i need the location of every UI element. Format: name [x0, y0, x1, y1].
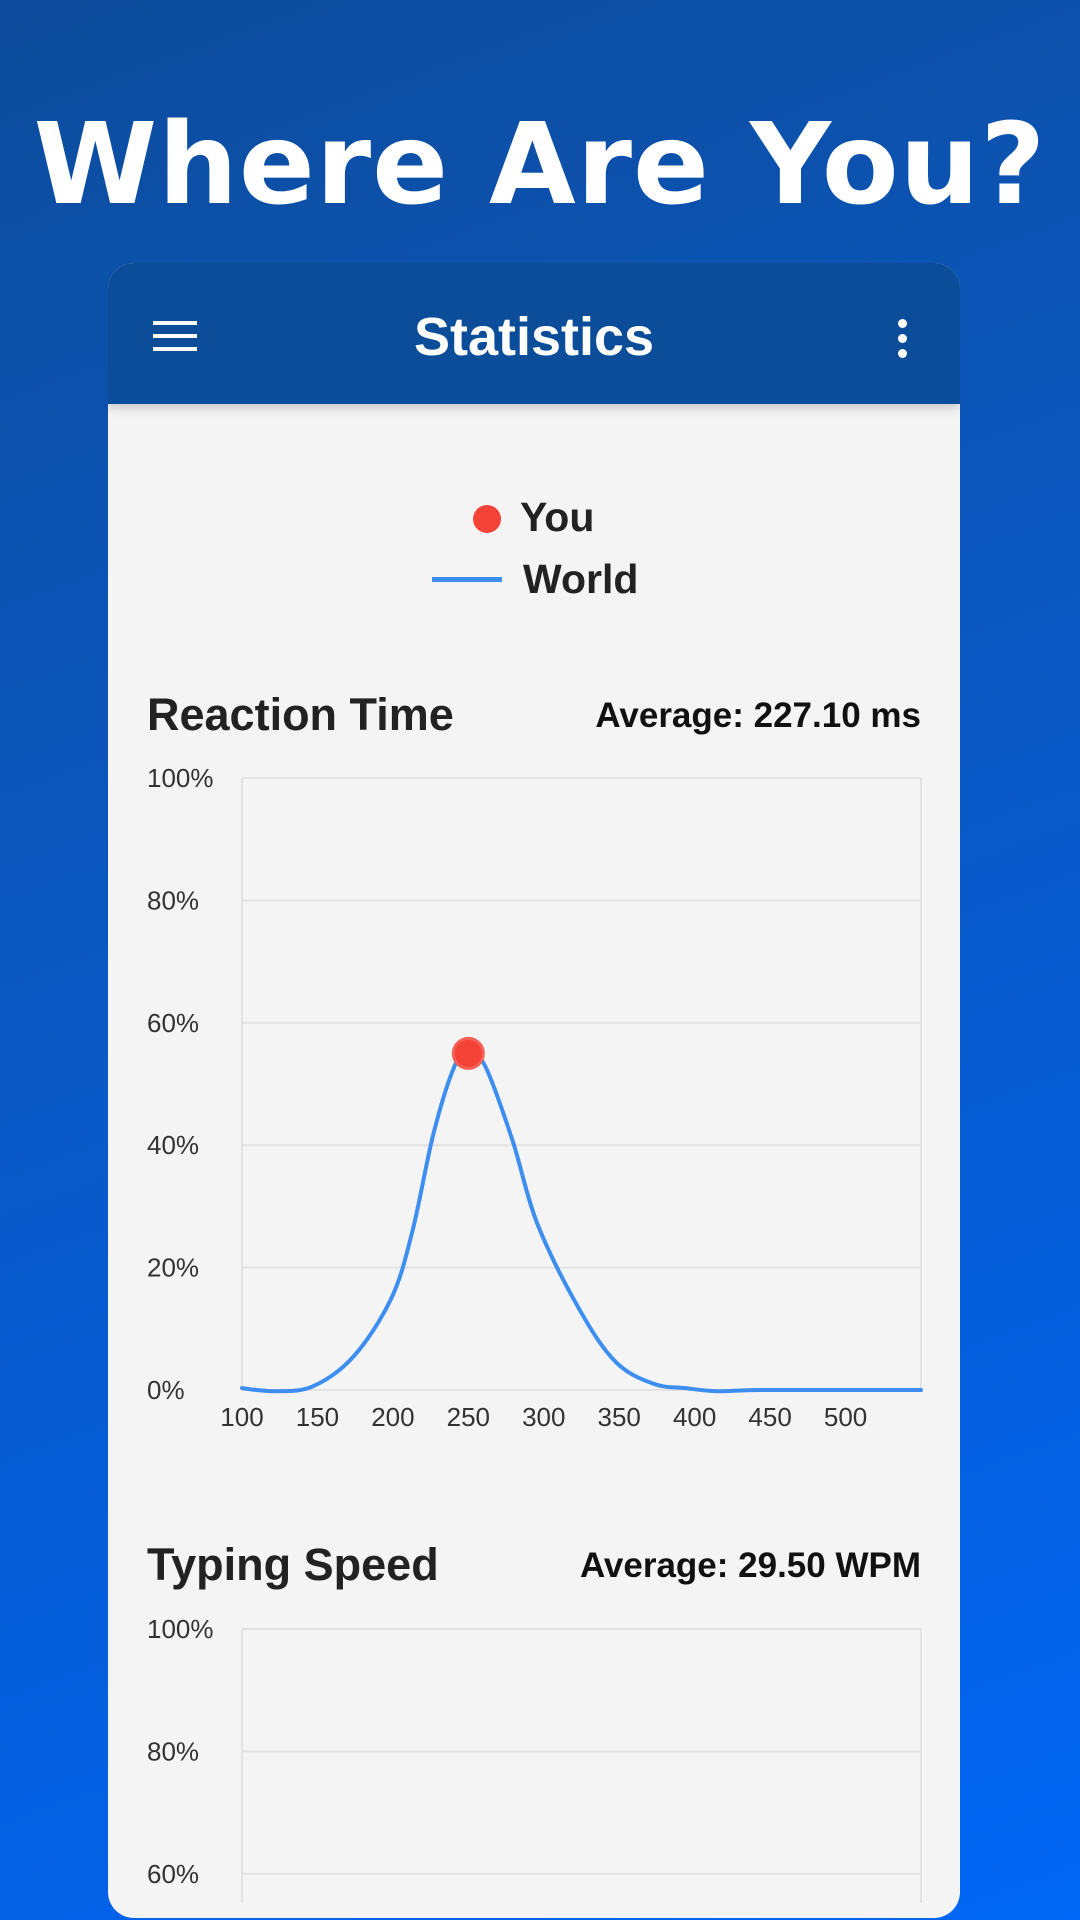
y-tick-label: 40% — [147, 1130, 199, 1160]
hero-title: Where Are You? — [33, 100, 1047, 230]
world-series-line — [240, 1051, 923, 1394]
reaction-time-title: Reaction Time — [147, 689, 454, 740]
more-vert-icon[interactable] — [894, 319, 910, 361]
x-tick-label: 450 — [748, 1402, 791, 1432]
reaction-time-average: Average: 227.10 ms — [595, 696, 921, 735]
y-tick-label: 100% — [147, 763, 214, 793]
x-tick-label: 150 — [296, 1402, 339, 1432]
x-tick-label: 100 — [220, 1402, 263, 1432]
y-tick-label: 80% — [147, 1736, 199, 1766]
app-bar: Statistics — [108, 263, 960, 404]
legend-world-label: World — [523, 556, 639, 602]
page-title: Statistics — [413, 307, 655, 367]
app-screen: Statistics You World Reaction Time Avera… — [108, 263, 960, 1918]
typing-speed-title: Typing Speed — [147, 1539, 439, 1590]
legend-world-line-icon — [432, 577, 502, 582]
x-tick-label: 400 — [673, 1402, 716, 1432]
y-tick-label: 20% — [147, 1253, 199, 1283]
y-tick-label: 0% — [147, 1375, 185, 1405]
y-tick-label: 60% — [147, 1008, 199, 1038]
y-tick-label: 100% — [147, 1614, 214, 1644]
legend-you-dot-icon — [473, 505, 501, 533]
y-tick-label: 60% — [147, 1859, 199, 1889]
x-tick-label: 250 — [447, 1402, 490, 1432]
x-tick-label: 300 — [522, 1402, 565, 1432]
y-tick-label: 80% — [147, 885, 199, 915]
legend-you-label: You — [520, 494, 595, 540]
typing-speed-average: Average: 29.50 WPM — [579, 1546, 921, 1585]
charts-canvas: 0% 20% 40% 60% 80% 100% 100 150 200 250 300 350 400 4… — [147, 763, 923, 1903]
x-tick-label: 350 — [598, 1402, 641, 1432]
hamburger-menu-icon[interactable] — [153, 321, 197, 351]
you-data-point — [451, 1036, 485, 1070]
x-tick-label: 200 — [371, 1402, 414, 1432]
x-tick-label: 500 — [824, 1402, 867, 1432]
